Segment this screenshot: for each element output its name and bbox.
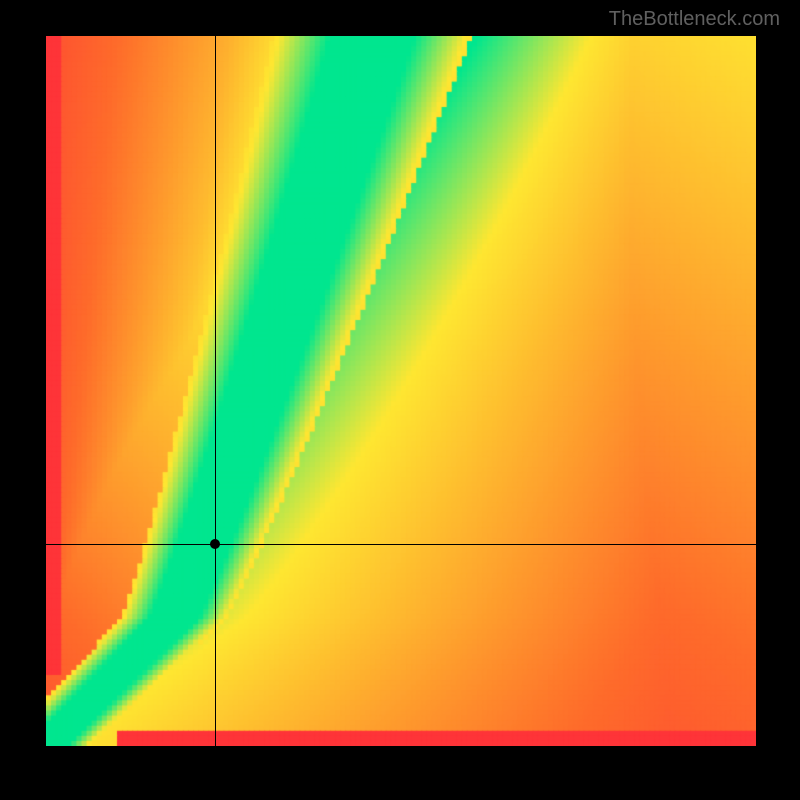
heatmap-plot xyxy=(46,36,756,746)
marker-point xyxy=(210,539,220,549)
watermark-text: TheBottleneck.com xyxy=(609,8,780,31)
crosshair-horizontal xyxy=(46,544,756,545)
heatmap-canvas xyxy=(46,36,756,746)
crosshair-vertical xyxy=(215,36,216,746)
